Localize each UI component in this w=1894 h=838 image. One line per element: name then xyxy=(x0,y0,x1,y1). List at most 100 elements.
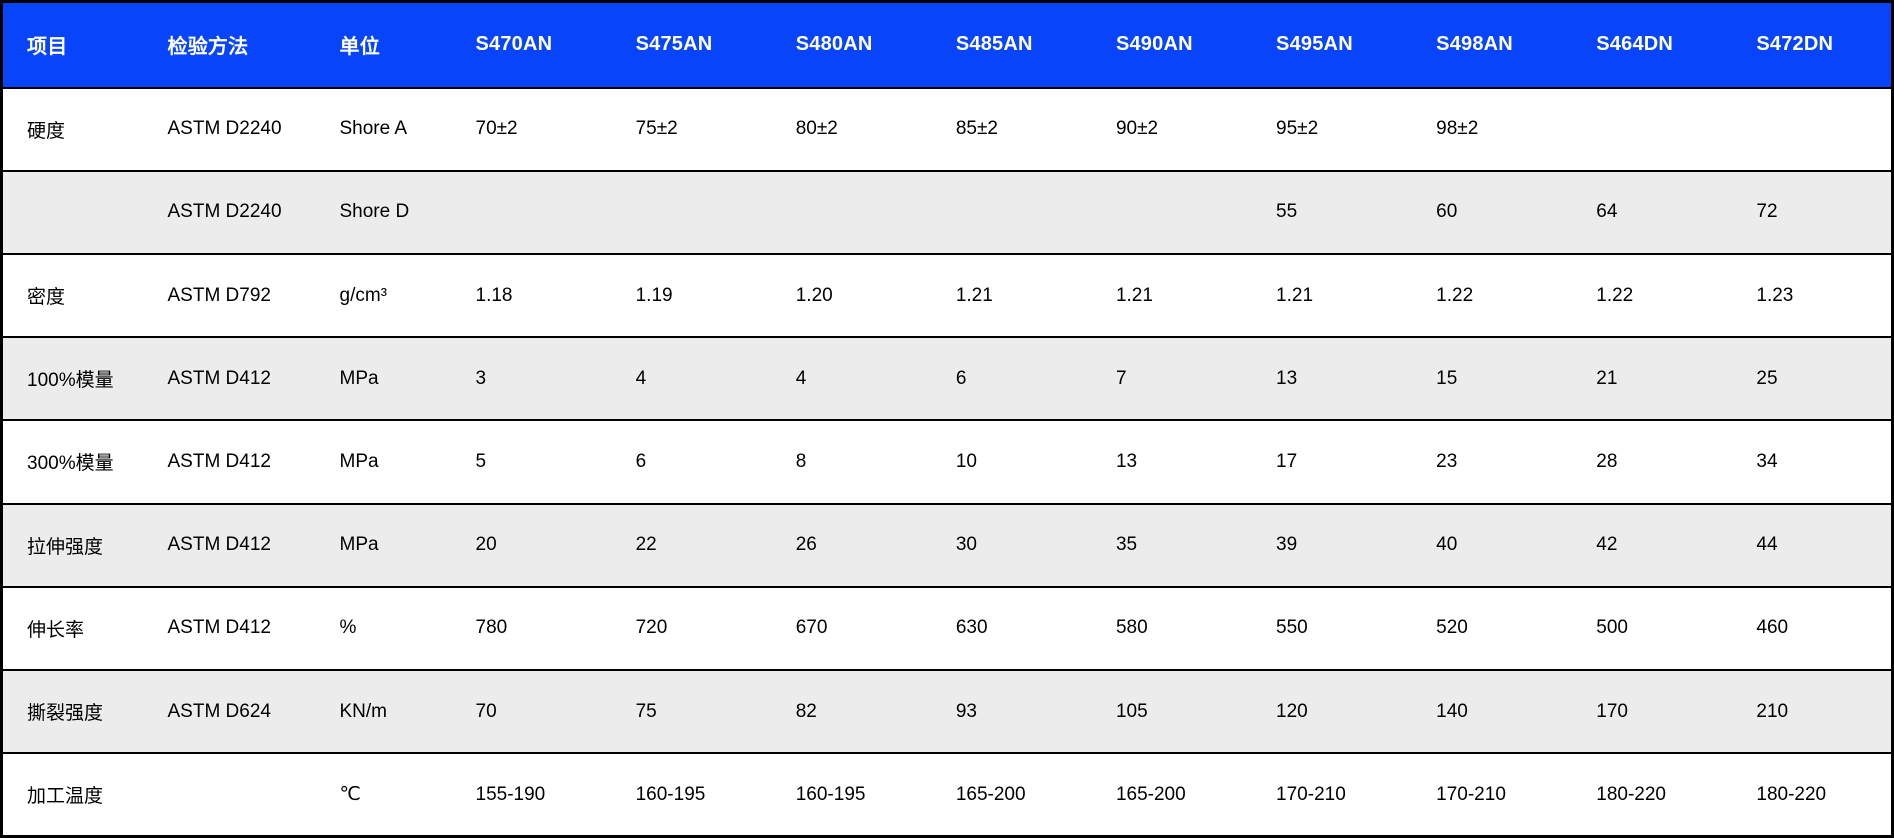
table-cell: ASTM D412 xyxy=(167,617,271,639)
table-cell: 13 xyxy=(1115,450,1138,472)
table-cell: 165-200 xyxy=(1115,783,1186,805)
table-cell: 180-220 xyxy=(1596,783,1666,805)
table-cell: ℃ xyxy=(339,784,361,806)
table-body: 硬度 ASTM D2240 Shore A 70±2 75±2 80±2 85±2 90±2 9… xyxy=(1,87,1893,837)
table-cell: 17 xyxy=(1276,450,1298,472)
table-cell: 7 xyxy=(1115,367,1127,389)
table-cell: MPa xyxy=(339,450,379,472)
table-cell: 60 xyxy=(1436,201,1458,223)
table-cell: 630 xyxy=(955,617,988,639)
table-cell: g/cm³ xyxy=(339,284,388,306)
table-cell: 1.22 xyxy=(1596,284,1634,306)
table-cell: 30 xyxy=(955,534,977,556)
column-header: S464DN xyxy=(1572,1,1733,88)
table-cell: ASTM D624 xyxy=(167,700,271,722)
row-label-cell: 拉伸强度 xyxy=(27,536,104,558)
table-cell: 55 xyxy=(1276,201,1298,223)
table-cell: 4 xyxy=(635,367,647,389)
table-cell: 550 xyxy=(1276,617,1308,639)
table-cell: 93 xyxy=(955,700,977,722)
table-row: 硬度 ASTM D2240 Shore A 70±2 75±2 80±2 85±2 90±2 9… xyxy=(1,87,1893,171)
table-cell: MPa xyxy=(339,534,379,556)
table-cell: 5 xyxy=(475,450,487,472)
table-row: 撕裂强度 ASTM D624 KN/m 70 75 82 93 105 120 140 170 210 xyxy=(1,670,1893,754)
table-row: 伸长率 ASTM D412% 780 720 670 630 580 550 520 500 460 xyxy=(1,586,1893,671)
table-cell: 165-200 xyxy=(955,783,1026,805)
table-cell: 82 xyxy=(795,700,817,722)
table-cell: 520 xyxy=(1436,617,1468,639)
table-cell: 6 xyxy=(635,450,647,472)
table-cell: 72 xyxy=(1756,201,1778,223)
table-cell: 90±2 xyxy=(1115,118,1159,140)
column-header: 项目 xyxy=(1,1,144,88)
table-cell: ASTM D792 xyxy=(167,284,271,306)
table-cell xyxy=(1732,88,1892,171)
table-cell: 39 xyxy=(1276,534,1298,556)
table-cell: Shore D xyxy=(339,201,410,223)
row-label-cell: 300%模量 xyxy=(27,453,114,475)
table-row: 密度 ASTM D792 g/cm³ 1.18 1.19 1.20 1.21 1.21 1.21… xyxy=(1,253,1893,338)
table-cell: 85±2 xyxy=(955,118,998,140)
table-cell: 1.20 xyxy=(795,284,833,306)
table-cell: 6 xyxy=(955,367,967,389)
table-cell: 70 xyxy=(475,700,497,722)
table-cell: 460 xyxy=(1756,617,1789,639)
table-cell: 4 xyxy=(795,367,807,389)
table-cell xyxy=(144,753,316,836)
row-label-cell: 加工温度 xyxy=(27,786,104,808)
table-row: 加工温度 ℃ 155-190 160-195 160-195 165-200 165-200… xyxy=(1,753,1893,837)
table-cell xyxy=(452,171,612,254)
table-cell: 64 xyxy=(1596,201,1618,223)
table-cell: 3 xyxy=(475,367,487,389)
table-row: 拉伸强度 ASTM D412 MPa 20 22 26 30 35 39 40 42 44 xyxy=(1,503,1893,587)
table-cell: 670 xyxy=(795,617,828,639)
table-cell: 28 xyxy=(1596,450,1618,472)
table-cell: 170-210 xyxy=(1436,783,1506,805)
table-cell: KN/m xyxy=(339,700,388,722)
table-cell: 98±2 xyxy=(1436,118,1479,140)
table-cell xyxy=(772,171,932,254)
table-cell: 170 xyxy=(1596,700,1628,722)
table-cell: 8 xyxy=(795,450,807,472)
table-cell: 105 xyxy=(1115,700,1148,722)
table-cell: 23 xyxy=(1436,450,1458,472)
column-header: S480AN xyxy=(771,1,932,88)
row-label-cell: 撕裂强度 xyxy=(27,703,104,725)
table-cell: 75±2 xyxy=(635,118,678,140)
column-header: 检验方法 xyxy=(143,1,316,88)
column-header: S485AN xyxy=(931,1,1092,88)
table-cell: 720 xyxy=(635,617,668,639)
table-cell: 500 xyxy=(1596,617,1628,639)
table-cell: 120 xyxy=(1276,700,1308,722)
table-header: 项目 检验方法 单位 S470AN S475AN S480AN S485AN S490AN S4… xyxy=(1,1,1893,88)
table-cell: 1.18 xyxy=(475,284,513,306)
table-cell: MPa xyxy=(339,367,379,389)
table-cell: 580 xyxy=(1115,617,1148,639)
table-cell: ASTM D2240 xyxy=(167,201,282,223)
column-header: 单位 xyxy=(315,1,452,88)
row-label-cell: 100%模量 xyxy=(27,370,114,392)
table-cell: 160-195 xyxy=(795,783,866,805)
table-cell: 10 xyxy=(955,450,977,472)
table-cell xyxy=(1092,171,1252,254)
row-label-cell: 密度 xyxy=(27,287,66,309)
table-cell: 95±2 xyxy=(1276,118,1319,140)
table-cell: 21 xyxy=(1596,367,1618,389)
table-cell: 160-195 xyxy=(635,783,706,805)
table-cell: % xyxy=(339,617,357,639)
table-cell: 26 xyxy=(795,534,817,556)
table-row: 100%模量 ASTM D412 MPa 3 4 4 6 7 13 15 21 25 xyxy=(1,337,1893,421)
row-label-cell: 伸长率 xyxy=(27,619,85,641)
table-cell: 44 xyxy=(1756,534,1778,556)
table-cell: 1.21 xyxy=(955,284,993,306)
header-row: 项目 检验方法 单位 S470AN S475AN S480AN S485AN S490AN S4… xyxy=(1,1,1893,88)
table-cell: 155-190 xyxy=(475,783,546,805)
table-cell xyxy=(1572,88,1732,171)
table-cell: 1.21 xyxy=(1115,284,1153,306)
table-cell: 1.19 xyxy=(635,284,673,306)
table-cell: 34 xyxy=(1756,450,1778,472)
table-cell: 35 xyxy=(1115,534,1138,556)
table-cell xyxy=(612,171,772,254)
